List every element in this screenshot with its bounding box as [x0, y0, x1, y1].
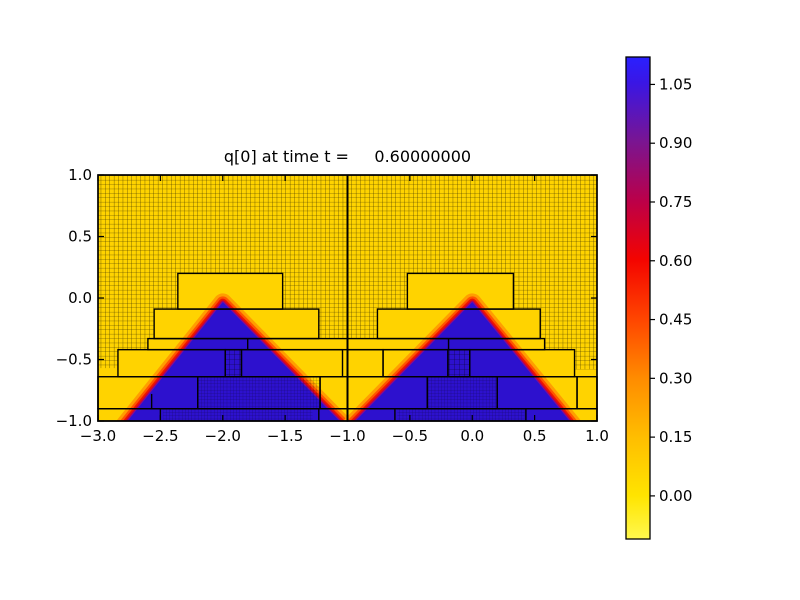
- mesh-region: [513, 273, 597, 310]
- mesh-region: [544, 338, 597, 350]
- mesh-region: [98, 273, 178, 310]
- x-tick-label: −0.5: [392, 427, 428, 445]
- mesh-overlay: [162, 408, 313, 421]
- mesh-region: [282, 273, 348, 310]
- mesh-region: [98, 338, 148, 350]
- x-tick-label: −3.0: [80, 427, 116, 445]
- mesh-region: [318, 309, 348, 339]
- colorbar: [625, 56, 651, 540]
- x-tick-label: 1.0: [585, 427, 609, 445]
- plot-title: q[0] at time t = 0.60000000: [223, 147, 472, 166]
- mesh-overlay: [427, 376, 498, 409]
- colorbar-tick-label: 0.00: [659, 487, 692, 505]
- x-tick-label: −1.5: [267, 427, 303, 445]
- colorbar-tick-label: 0.90: [659, 134, 692, 152]
- mesh-overlay: [197, 376, 321, 409]
- y-tick-label: 0.5: [68, 228, 92, 246]
- mesh-region: [347, 309, 378, 339]
- colorbar-tick-label: 0.45: [659, 311, 692, 329]
- colorbar-tick-label: 0.15: [659, 428, 692, 446]
- x-tick-label: 0.5: [523, 427, 547, 445]
- y-tick-label: 0.0: [68, 289, 92, 307]
- mesh-region: [98, 175, 348, 274]
- x-tick-label: −1.0: [329, 427, 365, 445]
- mesh-region: [540, 309, 597, 339]
- x-tick-label: −2.0: [205, 427, 241, 445]
- colorbar-tick-label: 0.75: [659, 193, 692, 211]
- mesh-overlay: [447, 349, 470, 377]
- y-tick-label: 1.0: [68, 166, 92, 184]
- colorbar-tick-label: 1.05: [659, 75, 692, 93]
- y-tick-label: −1.0: [56, 412, 92, 430]
- colorbar-tick-label: 0.60: [659, 252, 692, 270]
- mesh-region: [98, 309, 155, 339]
- mesh-region: [574, 349, 597, 370]
- colorbar-tick-label: 0.30: [659, 369, 692, 387]
- x-tick-label: 0.0: [460, 427, 484, 445]
- mesh-overlay: [225, 349, 242, 377]
- mesh-region: [98, 349, 118, 369]
- mesh-region: [347, 273, 408, 310]
- y-tick-label: −0.5: [56, 351, 92, 369]
- x-tick-label: −2.5: [142, 427, 178, 445]
- mesh-overlay: [397, 408, 525, 421]
- mesh-region: [347, 175, 597, 274]
